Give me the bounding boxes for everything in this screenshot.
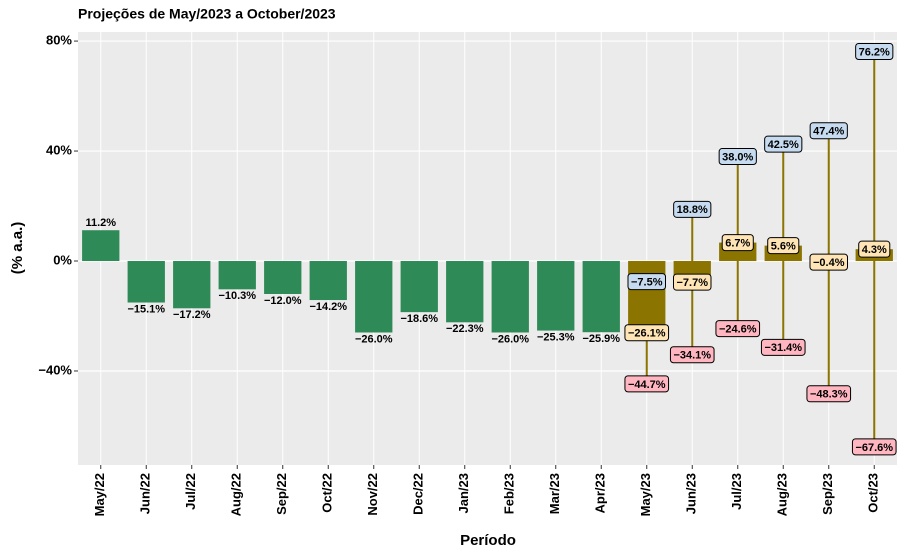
label-box [809, 122, 848, 140]
label-box [855, 43, 894, 61]
y-axis-title: (% a.a.) [9, 222, 26, 275]
label-box [718, 148, 757, 166]
x-tick-label: May/23 [638, 473, 653, 516]
data-label: 38.0% [722, 151, 753, 163]
x-tick-label: Jan/23 [456, 473, 471, 513]
bar [264, 261, 302, 294]
x-tick-label: Sep/23 [820, 473, 835, 515]
data-label: −0.4% [813, 257, 845, 269]
data-label: 11.2% [85, 217, 116, 229]
x-tick-label: Sep/22 [274, 473, 289, 515]
data-label: −26.1% [628, 328, 666, 340]
data-label: −25.9% [582, 333, 620, 345]
label-box [760, 338, 806, 356]
bar [355, 261, 393, 333]
label-box [673, 273, 712, 291]
x-tick-label: Nov/22 [365, 473, 380, 516]
data-label: −26.0% [355, 333, 393, 345]
y-tick-label: −40% [38, 362, 72, 377]
data-label: −10.3% [218, 290, 256, 302]
x-tick-label: Aug/23 [775, 473, 790, 516]
label-box [858, 240, 891, 258]
label-box [624, 375, 670, 393]
data-label: 6.7% [725, 237, 750, 249]
bar [400, 261, 438, 313]
bar [173, 261, 211, 309]
chart-title: Projeções de May/2023 a October/2023 [78, 6, 336, 22]
x-tick-label: Oct/22 [320, 473, 335, 513]
data-label: −7.5% [631, 277, 663, 289]
bar [82, 230, 120, 262]
x-tick-label: Apr/23 [593, 473, 608, 513]
x-axis-title: Período [460, 532, 516, 549]
label-box [721, 234, 754, 252]
label-box [669, 346, 715, 364]
y-tick-label: 40% [46, 142, 72, 157]
label-box [624, 324, 670, 342]
bar [127, 261, 165, 303]
x-tick-label: Mar/23 [547, 473, 562, 514]
data-label: −31.4% [764, 342, 802, 354]
data-label: −67.6% [855, 442, 893, 454]
data-label: −26.0% [491, 333, 529, 345]
label-box [809, 253, 848, 271]
x-tick-label: May/22 [92, 473, 107, 516]
bar [537, 261, 575, 331]
x-tick-label: Jun/23 [684, 473, 699, 514]
data-label: 47.4% [813, 126, 844, 138]
label-box [673, 200, 712, 218]
data-label: −18.6% [400, 313, 438, 325]
data-label: 5.6% [771, 241, 796, 253]
y-tick-label: 0% [53, 252, 72, 267]
bar [309, 261, 347, 301]
data-label: 18.8% [677, 204, 708, 216]
data-label: −22.3% [446, 323, 484, 335]
data-label: −17.2% [173, 309, 211, 321]
label-box [767, 237, 800, 255]
data-label: −12.0% [264, 295, 302, 307]
bar [491, 261, 529, 333]
label-box [851, 438, 897, 456]
bar [582, 261, 620, 333]
x-tick-label: Jun/22 [138, 473, 153, 514]
label-box [627, 273, 666, 291]
label-box [806, 385, 852, 403]
x-tick-label: Dec/22 [411, 473, 426, 515]
data-label: 4.3% [862, 244, 887, 256]
data-label: −24.6% [719, 324, 757, 336]
data-label: −48.3% [810, 389, 848, 401]
y-tick-label: 80% [46, 33, 72, 48]
x-tick-label: Oct/23 [866, 473, 881, 513]
data-label: −15.1% [127, 303, 165, 315]
x-tick-label: Feb/23 [502, 473, 517, 514]
x-tick-label: Jul/23 [729, 473, 744, 510]
bar [218, 261, 256, 290]
label-box [764, 135, 803, 153]
bar [446, 261, 484, 323]
data-label: −34.1% [673, 350, 711, 362]
x-tick-label: Jul/22 [183, 473, 198, 510]
data-label: −7.7% [677, 277, 709, 289]
data-label: −44.7% [628, 379, 666, 391]
data-label: 76.2% [859, 46, 890, 58]
data-label: −25.3% [537, 331, 575, 343]
data-label: −14.2% [309, 301, 347, 313]
data-label: 42.5% [768, 139, 799, 151]
plot-panel [78, 32, 897, 465]
label-box [715, 320, 761, 338]
x-tick-label: Aug/22 [229, 473, 244, 516]
